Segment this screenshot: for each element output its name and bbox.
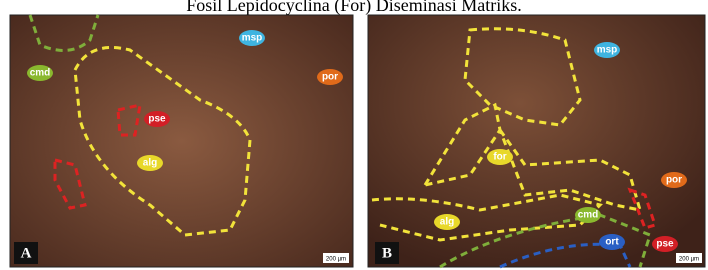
svg-text:pse: pse [148, 114, 166, 125]
label: por [317, 69, 343, 85]
label: msp [594, 42, 620, 58]
svg-text:pse: pse [656, 239, 674, 250]
svg-text:cmd: cmd [578, 210, 599, 221]
label: msp [239, 30, 265, 46]
figure-title: Fosil Lepidocyclina (For) Diseminasi Mat… [186, 0, 521, 16]
label: pse [652, 236, 678, 252]
label: cmd [575, 207, 601, 223]
svg-text:ort: ort [605, 237, 619, 248]
panel-b: msp for por alg cmd ort pse B 200 µm [368, 15, 705, 267]
panel-letter: A [21, 245, 32, 261]
micrograph [10, 15, 353, 267]
label: por [661, 172, 687, 188]
panel-a: cmd msp por pse alg A 200 µm [10, 15, 353, 267]
panel-letter: B [382, 245, 392, 261]
scale-label: 200 µm [326, 257, 346, 263]
svg-text:por: por [322, 72, 338, 83]
svg-text:msp: msp [242, 33, 263, 44]
svg-text:alg: alg [143, 158, 157, 169]
label: alg [434, 214, 460, 230]
svg-text:cmd: cmd [30, 68, 51, 79]
svg-text:alg: alg [440, 217, 454, 228]
scale-label: 200 µm [679, 257, 699, 263]
figure: Fosil Lepidocyclina (For) Diseminasi Mat… [0, 0, 708, 270]
label: pse [144, 111, 170, 127]
label: cmd [27, 65, 53, 81]
label: ort [599, 234, 625, 250]
svg-text:por: por [666, 175, 682, 186]
svg-text:msp: msp [597, 45, 618, 56]
label: alg [137, 155, 163, 171]
svg-text:for: for [493, 152, 506, 163]
label: for [487, 149, 513, 165]
